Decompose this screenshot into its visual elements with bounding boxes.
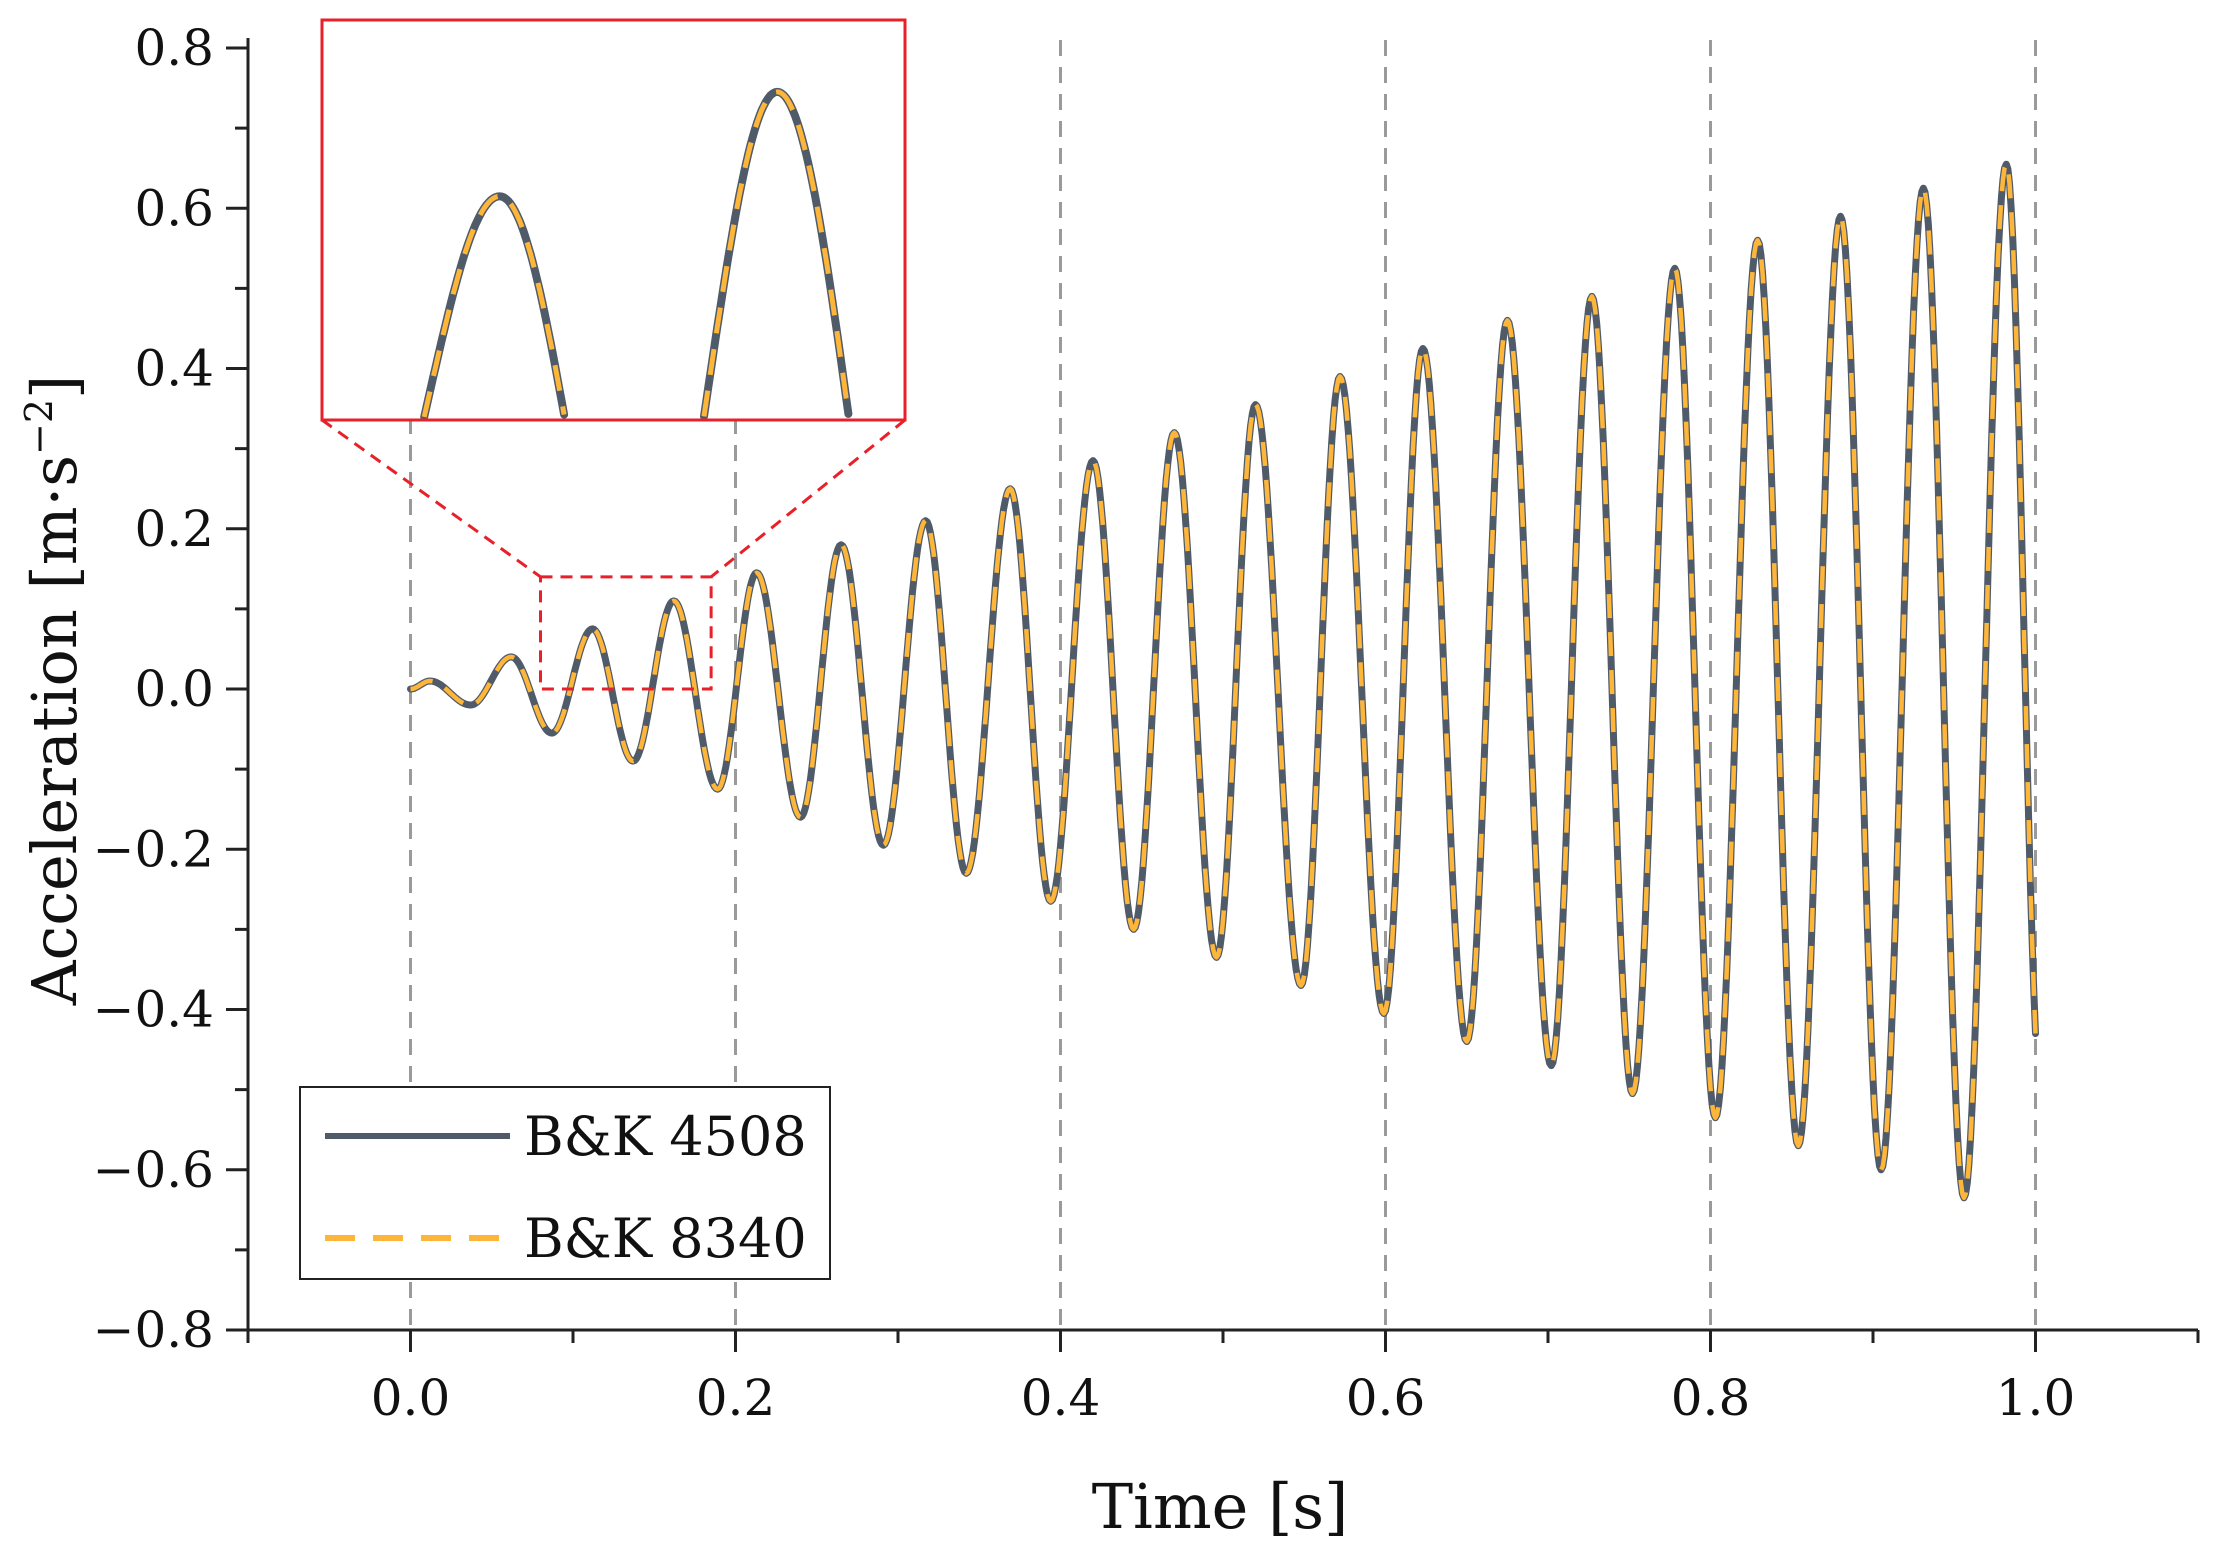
x-tick-label: 0.6 xyxy=(1346,1369,1426,1427)
inset-curves xyxy=(420,87,853,420)
y-tick-label: 0.4 xyxy=(134,340,214,398)
zoom-connector-right xyxy=(710,418,906,578)
y-tick-label: −0.2 xyxy=(93,820,214,878)
zoom-connector-left xyxy=(321,418,542,579)
x-axis-title: Time [s] xyxy=(1092,1470,1349,1543)
y-axis-title-close: ] xyxy=(18,375,91,399)
zoom-inset xyxy=(320,18,907,422)
inset-background xyxy=(322,20,905,420)
zoom-indicator xyxy=(321,418,906,691)
y-axis-title-exponent: −2 xyxy=(17,399,61,455)
x-tick-label: 0.0 xyxy=(371,1369,451,1427)
y-axis-title-main: Acceleration [m·s xyxy=(18,455,91,1006)
x-tick-label: 1.0 xyxy=(1996,1369,2076,1427)
series-lines xyxy=(407,160,2039,1202)
y-tick-label: 0.2 xyxy=(134,500,214,558)
axes: 0.0 0.2 0.4 0.6 0.8 1.0 −0.8 −0.6 −0.4 −0.2 0.0 0.2… xyxy=(93,19,2200,1427)
y-tick-label: −0.8 xyxy=(93,1301,214,1359)
x-tick-label: 0.2 xyxy=(696,1369,776,1427)
legend-label-bk4508: B&K 4508 xyxy=(524,1105,807,1168)
inset-line-bk8340 xyxy=(701,89,851,417)
axis-titles: Time [s] Acceleration [m·s−2] xyxy=(17,375,1348,1543)
inset-line-bk8340 xyxy=(421,193,567,418)
y-tick-label: 0.0 xyxy=(134,660,214,718)
y-tick-label: 0.6 xyxy=(134,179,214,237)
y-tick-label: −0.4 xyxy=(93,981,214,1039)
legend-box xyxy=(299,1086,831,1280)
legend: B&K 4508 B&K 8340 xyxy=(299,1086,831,1280)
zoom-region-box xyxy=(539,575,713,691)
x-tick-label: 0.8 xyxy=(1671,1369,1751,1427)
y-tick-label: −0.6 xyxy=(93,1141,214,1199)
inset-border xyxy=(320,18,907,422)
y-axis-title: Acceleration [m·s−2] xyxy=(17,375,91,1006)
x-tick-label: 0.4 xyxy=(1021,1369,1101,1427)
y-tick-label: 0.8 xyxy=(134,19,214,77)
legend-label-bk8340: B&K 8340 xyxy=(524,1207,807,1270)
series-line-bk8340 xyxy=(409,161,2038,1201)
